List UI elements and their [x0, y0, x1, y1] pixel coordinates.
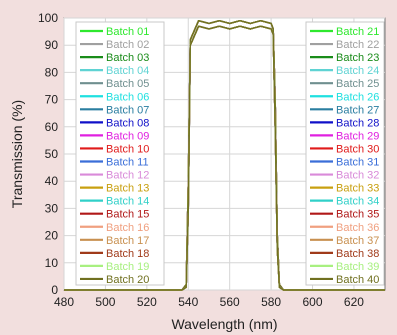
legend-label: Batch 22: [336, 39, 379, 51]
legend-label: Batch 07: [106, 104, 149, 116]
legend-label: Batch 21: [336, 26, 379, 38]
legend-label: Batch 39: [336, 261, 379, 273]
legend-label: Batch 10: [106, 143, 149, 155]
x-tick-label: 560: [220, 295, 240, 309]
y-tick-label: 60: [45, 120, 59, 134]
legend-label: Batch 16: [106, 222, 149, 234]
legend-box: [75, 21, 165, 286]
legend-label: Batch 33: [336, 183, 379, 195]
legend-label: Batch 04: [106, 65, 149, 77]
y-axis-label: Transmission (%): [9, 100, 25, 208]
legend-box: [305, 21, 385, 286]
x-tick-label: 600: [303, 295, 323, 309]
y-tick-label: 10: [45, 256, 59, 270]
legend-label: Batch 14: [106, 196, 149, 208]
axes: 480 500 520 540 560 580 600 620 0 10 20 30 40 50 60 70 8…: [38, 11, 364, 309]
legend-label: Batch 35: [336, 209, 379, 221]
y-tick-label: 100: [38, 11, 58, 25]
legend-label: Batch 34: [336, 196, 379, 208]
y-tick-label: 40: [45, 174, 59, 188]
series-lines: [64, 20, 385, 291]
legend-label: Batch 11: [106, 157, 149, 169]
legend-label: Batch 27: [336, 104, 379, 116]
legend-label: Batch 18: [106, 248, 149, 260]
legend-label: Batch 13: [106, 183, 149, 195]
x-tick-label: 480: [54, 295, 74, 309]
x-tick-label: 500: [95, 295, 115, 309]
legend-label: Batch 06: [106, 91, 149, 103]
legend-label: Batch 23: [336, 52, 379, 64]
x-tick-label: 620: [344, 295, 364, 309]
legend-label: Batch 36: [336, 222, 379, 234]
legend-label: Batch 02: [106, 39, 149, 51]
y-tick-label: 80: [45, 65, 59, 79]
legend-label: Batch 32: [336, 170, 379, 182]
legend-label: Batch 03: [106, 52, 149, 64]
legend-label: Batch 12: [106, 170, 149, 182]
y-tick-label: 50: [45, 147, 59, 161]
legend-label: Batch 19: [106, 261, 149, 273]
legend-label: Batch 01: [106, 26, 149, 38]
series-line: [64, 25, 385, 291]
y-tick-label: 70: [45, 93, 59, 107]
legend-label: Batch 28: [336, 117, 379, 129]
legend-label: Batch 05: [106, 78, 149, 90]
legend-label: Batch 24: [336, 65, 379, 77]
legend-label: Batch 30: [336, 143, 379, 155]
legend-label: Batch 37: [336, 235, 379, 247]
legend-label: Batch 08: [106, 117, 149, 129]
x-axis-label: Wavelength (nm): [171, 316, 277, 332]
legend-label: Batch 26: [336, 91, 379, 103]
legend-label: Batch 09: [106, 130, 149, 142]
x-tick-label: 540: [178, 295, 198, 309]
legend-label: Batch 17: [106, 235, 149, 247]
y-tick-label: 0: [51, 283, 58, 297]
legend-label: Batch 40: [336, 274, 379, 286]
legend-label: Batch 38: [336, 248, 379, 260]
y-tick-label: 20: [45, 229, 59, 243]
legend-label: Batch 31: [336, 157, 379, 169]
y-tick-label: 90: [45, 38, 59, 52]
legend-label: Batch 25: [336, 78, 379, 90]
legend-label: Batch 20: [106, 274, 149, 286]
legend-label: Batch 15: [106, 209, 149, 221]
x-tick-label: 520: [137, 295, 157, 309]
y-tick-label: 30: [45, 201, 59, 215]
x-tick-label: 580: [261, 295, 281, 309]
legend-label: Batch 29: [336, 130, 379, 142]
